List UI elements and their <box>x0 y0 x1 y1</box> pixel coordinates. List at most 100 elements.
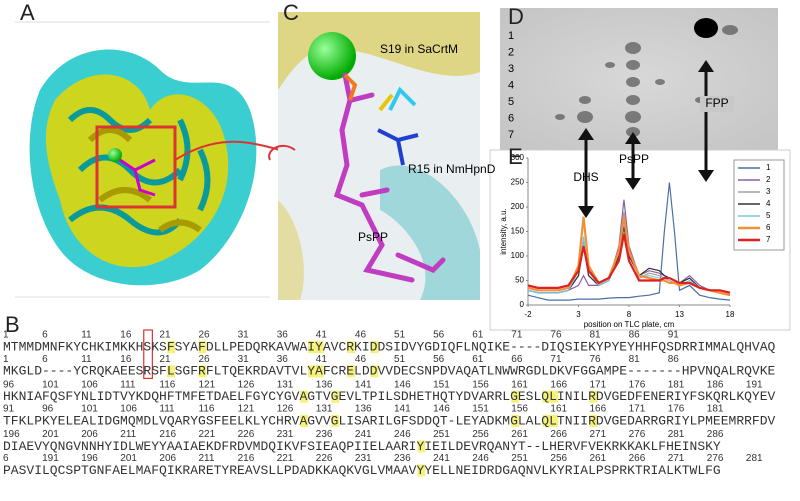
alignment: 1 6 11 16 21 26 31 36 41 46 51 56 61 71 76 81 86 91MTMMDM… <box>3 329 776 478</box>
lane-label: 4 <box>508 79 514 91</box>
position-number: 41 <box>316 354 328 365</box>
highlight <box>300 390 308 403</box>
panel-label: D <box>508 4 524 29</box>
panel-label: B <box>5 312 20 337</box>
position-number: 56 <box>433 330 445 341</box>
position-number: 246 <box>472 453 489 464</box>
position-number: 71 <box>511 330 523 341</box>
position-number: 206 <box>159 453 176 464</box>
position-number: 41 <box>316 330 328 341</box>
highlight <box>347 341 355 354</box>
highlight <box>511 414 520 427</box>
position-number: 171 <box>629 403 646 414</box>
structure-a <box>15 21 292 298</box>
position-number: 21 <box>159 330 171 341</box>
legend-label: 7 <box>766 235 771 244</box>
y-axis-label: intensity, a.u. <box>499 208 508 255</box>
position-number: 156 <box>511 403 528 414</box>
highlight <box>198 341 207 354</box>
panel-label: E <box>508 144 523 169</box>
position-number: 76 <box>590 354 602 365</box>
structure-label: S19 in SaCrtM <box>380 42 458 56</box>
highlight <box>198 365 207 378</box>
position-number: 91 <box>668 330 680 341</box>
position-number: 161 <box>550 403 567 414</box>
position-number: 56 <box>433 354 445 365</box>
position-number: 36 <box>277 354 289 365</box>
highlight <box>315 365 324 378</box>
position-number: 271 <box>590 429 607 440</box>
highlight <box>542 390 551 403</box>
position-number: 256 <box>550 453 567 464</box>
highlight <box>417 440 426 453</box>
y-tick-label: 300 <box>511 153 525 162</box>
x-tick-label: 13 <box>675 310 684 319</box>
position-number: 6 <box>3 453 9 464</box>
position-number: 16 <box>120 330 132 341</box>
position-number: 96 <box>42 403 54 414</box>
red-box <box>143 329 153 380</box>
position-number: 236 <box>394 453 411 464</box>
highlight <box>331 414 340 427</box>
position-number: 96 <box>3 379 15 390</box>
position-number: 11 <box>81 354 92 365</box>
position-number: 246 <box>394 429 411 440</box>
position-number: 116 <box>199 403 215 414</box>
legend-box <box>733 159 785 251</box>
position-number: 121 <box>199 379 216 390</box>
position-number: 31 <box>238 354 250 365</box>
position-number: 61 <box>472 330 484 341</box>
tlc-plate <box>500 8 778 150</box>
position-number: 76 <box>550 330 562 341</box>
legend-label: 1 <box>766 163 771 172</box>
position-number: 116 <box>159 379 175 390</box>
position-number: 221 <box>277 453 294 464</box>
legend-label: 2 <box>766 175 771 184</box>
position-number: 286 <box>707 429 724 440</box>
position-number: 281 <box>746 453 763 464</box>
position-number: 186 <box>707 379 724 390</box>
position-number: 241 <box>433 453 450 464</box>
position-number: 261 <box>590 453 607 464</box>
position-number: 191 <box>746 379 763 390</box>
position-number: 51 <box>394 354 406 365</box>
position-number: 86 <box>629 330 641 341</box>
position-number: 126 <box>277 403 294 414</box>
position-number: 1 <box>3 330 9 341</box>
position-number: 241 <box>355 429 372 440</box>
position-number: 106 <box>81 379 98 390</box>
structure-label: R15 in NmHpnD <box>408 162 496 176</box>
position-number: 86 <box>668 354 680 365</box>
structure-c <box>268 12 480 300</box>
position-number: 141 <box>355 379 372 390</box>
legend-label: 3 <box>766 187 771 196</box>
position-number: 201 <box>120 453 137 464</box>
panel-label: A <box>20 0 35 25</box>
position-number: 36 <box>277 330 289 341</box>
sequence: MKGLD----YCRQKAEESRSFLSGFRFLTQEKRDAVTVLY… <box>3 364 776 379</box>
position-number: 66 <box>511 354 523 365</box>
position-number: 176 <box>629 379 646 390</box>
position-number: 101 <box>42 379 59 390</box>
y-tick-label: 0 <box>520 300 525 309</box>
arrows <box>578 60 714 218</box>
position-number: 181 <box>707 403 724 414</box>
position-number: 216 <box>238 453 255 464</box>
position-number: 216 <box>159 429 176 440</box>
position-number: 196 <box>81 453 98 464</box>
x-tick-label: 8 <box>627 310 632 319</box>
position-number: 106 <box>120 403 137 414</box>
label-bg <box>700 96 734 112</box>
position-number: 136 <box>355 403 372 414</box>
position-number: 231 <box>355 453 372 464</box>
position-number: 31 <box>238 330 250 341</box>
position-number: 91 <box>3 403 15 414</box>
position-number: 161 <box>511 379 528 390</box>
highlight <box>550 414 559 427</box>
position-number: 266 <box>629 453 646 464</box>
position-number: 81 <box>590 330 602 341</box>
tlc-annotation: FPP <box>705 96 728 110</box>
series-line <box>527 233 731 294</box>
position-number: 251 <box>511 453 528 464</box>
